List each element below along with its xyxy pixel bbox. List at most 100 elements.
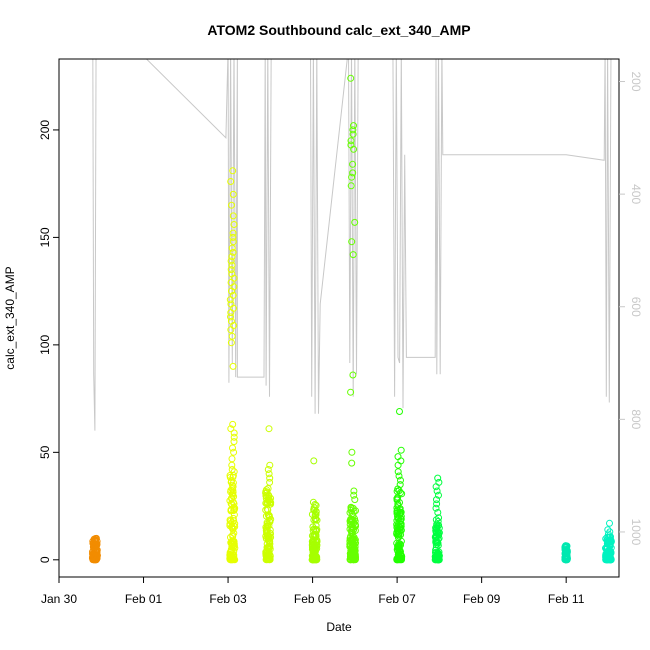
data-point-outlier <box>348 459 356 467</box>
data-point <box>435 514 443 522</box>
data-point-outlier <box>349 126 357 134</box>
data-point-outlier <box>397 457 405 465</box>
right-tick-label: 400 <box>629 184 643 204</box>
data-point <box>263 500 271 508</box>
data-point <box>396 509 404 517</box>
data-point <box>230 507 238 514</box>
data-point <box>93 537 101 545</box>
x-tick-label: Feb 09 <box>463 592 501 606</box>
data-point <box>434 517 442 525</box>
data-point-outlier <box>351 496 359 504</box>
y-tick-label: 50 <box>38 445 52 459</box>
data-point-outlier <box>228 466 236 473</box>
data-point <box>263 529 271 537</box>
y-tick-label: 0 <box>38 556 52 563</box>
data-point-outlier <box>229 420 237 428</box>
data-point <box>434 556 442 564</box>
data-points-layer <box>88 74 615 564</box>
data-point-outlier <box>227 257 235 265</box>
data-point-outlier <box>227 317 235 325</box>
data-point-outlier <box>227 178 235 185</box>
data-point <box>606 540 614 548</box>
data-point <box>230 493 238 500</box>
data-point <box>310 533 318 540</box>
data-point-outlier <box>230 221 238 228</box>
data-point <box>264 548 272 556</box>
data-point-outlier <box>434 474 442 482</box>
data-point <box>431 533 439 541</box>
data-point <box>265 512 273 520</box>
data-point-outlier <box>266 478 274 486</box>
data-point <box>228 481 236 489</box>
x-tick-label: Feb 11 <box>548 592 585 606</box>
data-point-outlier <box>397 446 405 454</box>
data-point-outlier <box>349 160 357 168</box>
data-point <box>227 507 235 515</box>
data-point <box>226 473 234 481</box>
data-point-outlier <box>348 238 356 246</box>
data-point-outlier <box>396 481 404 489</box>
data-point <box>432 541 440 549</box>
data-point <box>434 522 442 530</box>
data-point-outlier <box>350 491 358 499</box>
data-point <box>229 556 236 564</box>
data-point <box>396 540 404 548</box>
data-point <box>230 506 238 514</box>
data-point <box>230 529 238 537</box>
data-point <box>309 539 317 547</box>
data-point <box>312 501 320 509</box>
data-point-outlier <box>432 504 440 512</box>
data-point <box>433 532 441 540</box>
data-point <box>264 553 272 561</box>
data-point-outlier <box>229 229 237 237</box>
x-tick-label: Feb 05 <box>294 592 332 606</box>
data-point <box>92 553 99 561</box>
data-point-outlier <box>228 261 236 269</box>
data-point <box>228 477 235 485</box>
data-point-outlier <box>435 478 443 486</box>
data-point <box>393 555 401 563</box>
x-tick-label: Feb 07 <box>378 592 416 606</box>
data-point <box>397 556 405 563</box>
data-point-outlier <box>227 266 235 274</box>
data-point <box>394 493 402 501</box>
data-point-outlier <box>266 461 274 469</box>
y-tick-label: 150 <box>38 227 52 247</box>
data-point-outlier <box>228 332 236 340</box>
data-point-outlier <box>347 74 355 82</box>
data-point-outlier <box>265 470 273 478</box>
data-point <box>347 548 355 556</box>
data-point <box>264 496 272 504</box>
data-point <box>308 510 316 518</box>
data-point <box>605 552 613 560</box>
axes-layer: 0 50 100 150 200 Jan 30 Feb 01 Feb 03 Feb 05 Feb … <box>38 58 643 606</box>
data-point <box>606 550 613 558</box>
data-point-outlier <box>395 472 403 480</box>
chart-title: ATOM2 Southbound calc_ext_340_AMP <box>207 22 470 38</box>
data-point-outlier <box>350 122 357 130</box>
data-point <box>432 516 440 524</box>
data-point-outlier <box>349 130 357 138</box>
data-point <box>351 542 359 550</box>
data-point-outlier <box>349 169 357 177</box>
data-point-outlier <box>435 491 442 499</box>
data-point-outlier <box>265 425 273 433</box>
data-point-outlier <box>229 238 237 246</box>
data-point <box>350 556 357 564</box>
data-point <box>266 537 274 545</box>
x-axis-label: Date <box>326 620 352 634</box>
data-point <box>313 526 321 534</box>
data-point-outlier <box>433 487 441 495</box>
depth-profile-layer <box>92 59 612 431</box>
plot-frame <box>58 58 620 578</box>
data-point-outlier <box>397 476 404 484</box>
data-point <box>228 500 236 508</box>
data-point-outlier <box>227 425 235 433</box>
depth-profile-line <box>92 59 612 431</box>
data-point-outlier <box>347 141 355 149</box>
right-tick-label: 800 <box>629 409 643 429</box>
data-point <box>228 523 236 531</box>
data-point-outlier <box>394 468 402 476</box>
data-point-outlier <box>228 461 236 469</box>
y-tick-label: 200 <box>38 120 52 140</box>
